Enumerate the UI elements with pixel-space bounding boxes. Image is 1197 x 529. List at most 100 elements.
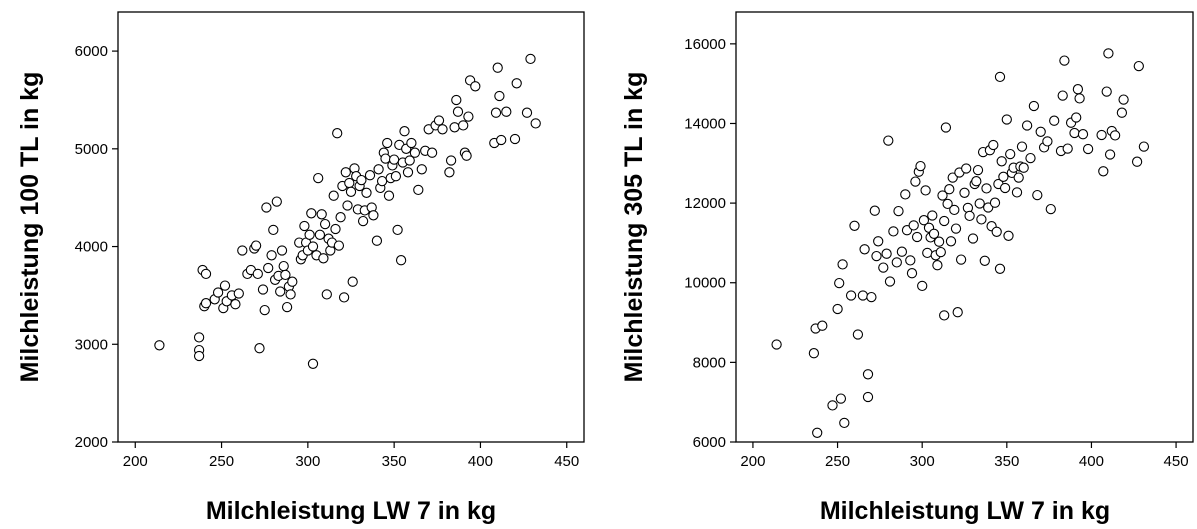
scatter-point [347,276,358,287]
scatter-point [200,298,212,309]
scatter-point [939,215,950,227]
scatter-point [368,210,379,221]
scatter-point [271,196,282,207]
scatter-point [845,290,857,301]
scatter-point [313,172,324,184]
scatter-point [896,246,908,257]
scatter-point [233,288,244,299]
scatter-point [299,220,310,232]
scatter-point [961,163,972,174]
y-tick-label: 14000 [684,115,726,132]
scatter-point [817,320,828,331]
scatter-point [1016,141,1028,152]
scatter-point [392,224,403,236]
scatter-point [275,286,286,297]
scatter-point [849,220,860,231]
scatter-point [1057,90,1068,101]
scatter-point [976,214,987,225]
scatter-point [388,154,400,165]
scatter-point [940,122,952,133]
scatter-point [333,240,345,251]
scatter-point [494,90,505,102]
scatter-point [881,248,892,259]
y-tick-label: 2000 [75,434,108,451]
scatter-point [451,94,462,106]
scatter-point [835,393,847,404]
scatter-point [991,226,1002,237]
scatter-point [971,176,982,187]
scatter-point [994,71,1006,83]
scatter-point [959,187,970,198]
scatter-point [908,220,919,231]
scatter-point [263,262,274,274]
scatter-point [340,167,351,178]
scatter-point [390,171,402,182]
scatter-point [261,202,272,213]
y-tick-label: 8000 [693,354,726,371]
scatter-point [1049,115,1060,126]
scatter-point [285,289,296,300]
y-tick-label: 10000 [684,275,726,292]
scatter-point [1077,129,1089,140]
scatter-point [827,400,838,411]
y-tick-label: 4000 [75,239,108,256]
scatter-point [461,150,472,161]
scatter-point [306,208,317,219]
scatter-point [884,276,896,287]
scatter-point [900,189,911,200]
scatter-point [832,303,843,315]
scatter-point [964,210,975,222]
scatter-point [1059,55,1070,66]
scatter-point [371,235,383,246]
scatter-point [999,182,1011,194]
scatter-point [490,107,502,118]
plot-frame [117,11,585,443]
scatter-point [1018,162,1029,173]
scatter-point [945,236,957,247]
scatter-point [338,292,350,303]
scatter-point [917,280,928,292]
scatter-point [1028,100,1040,112]
scatter-point [307,358,319,369]
scatter-point [395,255,407,266]
scatter-point [1104,149,1116,160]
scatter-point [1133,60,1144,72]
scatter-point [328,190,339,201]
scatter-point [1109,130,1121,141]
x-axis-title: Milchleistung LW 7 in kg [206,497,496,525]
scatter-point [911,231,923,243]
scatter-point [416,164,427,175]
scatter-point [1096,129,1107,141]
scatter-point [492,62,503,73]
scatter-point [1101,86,1112,97]
scatter-point [230,299,241,310]
scatter-point [862,391,874,403]
scatter-point [437,124,448,135]
scatter-point [1069,127,1080,139]
scatter-point [335,212,346,223]
scatter-point [1005,148,1016,160]
x-tick-label: 400 [1079,453,1104,470]
scatter-point [413,184,424,196]
scatter-point [383,190,395,201]
scatter-point [458,120,469,131]
scatter-point [812,427,823,438]
scatter-point [280,269,291,281]
scatter-point [910,176,921,187]
scatter-point [342,200,353,211]
scatter-point [1013,172,1024,183]
scatter-point [915,160,926,172]
scatter-point [932,260,943,271]
scatter-point [304,229,315,240]
scatter-point [950,223,962,234]
scatter-point [254,343,265,354]
scatter-point [1118,94,1129,105]
scatter-point [409,147,421,158]
scatter-point [994,263,1006,274]
scatter-point [1062,143,1073,154]
scatter-point [878,262,889,273]
scatter-point [869,205,880,216]
x-tick-label: 350 [382,453,407,470]
scatter-point [905,255,916,266]
scatter-point [399,126,410,137]
